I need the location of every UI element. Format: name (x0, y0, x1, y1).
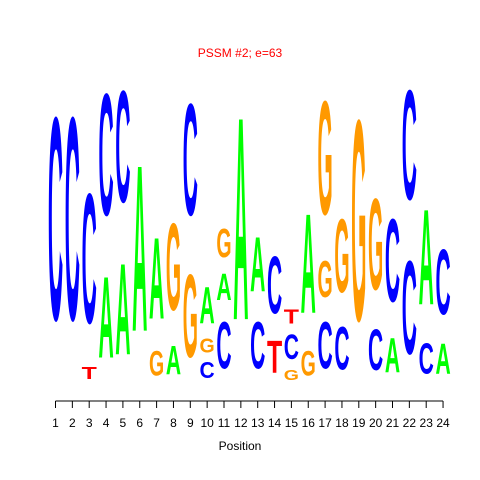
logo-letter-g: G (200, 335, 215, 357)
logo-letter-c: C (284, 329, 299, 368)
logo-letter-a: A (132, 115, 147, 381)
logo-letter-c: C (385, 196, 400, 328)
logo-letter-c: C (98, 59, 113, 253)
logo-letter-t: T (267, 330, 282, 382)
x-tick-label: 3 (86, 416, 93, 430)
logo-letter-c: C (183, 72, 198, 250)
logo-letter-t: T (284, 304, 299, 327)
x-tick-label: 7 (153, 416, 160, 430)
logo-letter-g: G (351, 62, 366, 382)
logo-letter-c: C (115, 59, 130, 237)
x-tick-label: 9 (187, 416, 194, 430)
logo-letter-g: G (183, 251, 198, 384)
logo-letter-g: G (166, 197, 181, 337)
x-tick-label: 18 (335, 416, 349, 430)
x-tick-label: 16 (302, 416, 316, 430)
x-tick-label: 4 (103, 416, 110, 430)
x-axis: 1 2 3 4 5 6 7 8 9 10 11 12 13 14 15 16 17 18 19 20 21 22 23 24 (52, 400, 450, 430)
x-tick-label: 10 (200, 416, 214, 430)
logo-letter-c: C (82, 155, 97, 363)
x-tick-label: 19 (352, 416, 366, 430)
x-tick-label: 22 (403, 416, 417, 430)
x-tick-label: 21 (386, 416, 400, 430)
x-tick-label: 5 (120, 416, 127, 430)
logo-letter-c: C (419, 335, 434, 383)
logo-letter-g: G (334, 197, 349, 314)
logo-letter-a: A (115, 236, 130, 383)
logo-letter-g: G (284, 366, 299, 383)
x-tick-label: 14 (268, 416, 282, 430)
x-tick-label: 24 (436, 416, 450, 430)
logo-letter-a: A (385, 329, 400, 384)
logo-letter-c: C (267, 239, 282, 331)
logo-letter-a: A (216, 267, 231, 309)
x-tick-label: 15 (285, 416, 299, 430)
logo-letter-g: G (318, 67, 333, 250)
logo-letter-c: C (402, 235, 417, 383)
logo-letter-c: C (200, 357, 215, 383)
x-tick-label: 12 (234, 416, 248, 430)
logo-letter-a: A (98, 252, 113, 383)
logo-letter-a: A (301, 184, 316, 343)
x-tick-label: 6 (136, 416, 143, 430)
x-tick-label: 2 (69, 416, 76, 430)
logo-letter-a: A (435, 335, 450, 383)
x-tick-label: 20 (369, 416, 383, 430)
logo-letter-c: C (318, 309, 333, 383)
logo-letter-g: G (368, 170, 383, 317)
logo-letter-c: C (250, 309, 265, 383)
chart-title: PSSM #2; e=63 (198, 46, 283, 60)
logo-letter-a: A (149, 213, 164, 344)
x-tick-label: 11 (218, 416, 231, 430)
logo-letter-a: A (166, 338, 181, 383)
logo-letter-c: C (65, 57, 80, 381)
logo-letter-a: A (250, 221, 265, 308)
logo-letter-c: C (435, 231, 450, 334)
logo-letter-g: G (216, 220, 231, 266)
logo-letter-g: G (318, 250, 333, 308)
logo-letter-a: A (200, 277, 215, 335)
x-tick-label: 8 (170, 416, 177, 430)
logo-letter-c: C (402, 57, 417, 232)
x-tick-label: 1 (52, 416, 59, 430)
logo-letter-c: C (334, 315, 349, 383)
logo-letter-t: T (82, 364, 97, 383)
logo-letter-a: A (233, 57, 248, 381)
logo-letter-c: C (368, 318, 383, 383)
logo-letter-c: C (48, 57, 63, 381)
logo-letter-g: G (301, 343, 316, 382)
x-axis-label: Position (219, 439, 262, 453)
logo-letter-c: C (216, 309, 231, 383)
logo-letter-g: G (149, 343, 164, 382)
x-tick-label: 23 (420, 416, 434, 430)
x-tick-label: 13 (251, 416, 265, 430)
x-tick-label: 17 (318, 416, 332, 430)
logo-letter-a: A (419, 181, 434, 333)
